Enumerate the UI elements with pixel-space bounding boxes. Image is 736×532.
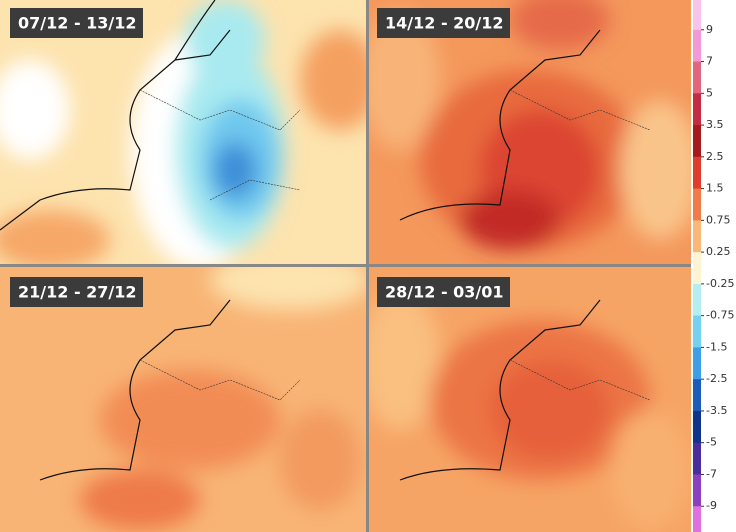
panel-label: 21/12 - 27/12 — [18, 283, 137, 302]
colorbar-band — [693, 61, 701, 94]
colorbar-band — [693, 252, 701, 285]
colorbar-band — [693, 410, 701, 444]
map-panel — [369, 0, 691, 264]
panel-label: 07/12 - 13/12 — [18, 14, 137, 33]
colorbar-label: -0.25 — [706, 277, 734, 290]
panel-label: 14/12 - 20/12 — [385, 14, 504, 33]
colorbar-band — [693, 506, 701, 532]
panel-label-box: 14/12 - 20/12 — [377, 8, 510, 38]
colorbar-label: 9 — [706, 23, 713, 36]
colorbar-band — [693, 474, 701, 507]
panel-label-box: 28/12 - 03/01 — [377, 277, 510, 307]
colorbar-band — [693, 0, 701, 31]
colorbar-band — [693, 442, 701, 475]
colorbar-label: 7 — [706, 55, 713, 68]
panel-label-box: 21/12 - 27/12 — [10, 277, 143, 307]
colorbar-label: -5 — [706, 436, 717, 449]
colorbar-label: -9 — [706, 499, 717, 512]
colorbar-label: -2.5 — [706, 372, 727, 385]
colorbar-label: 1.5 — [706, 182, 724, 195]
colorbar-band — [693, 188, 701, 221]
colorbar-band — [693, 125, 701, 158]
colorbar-band — [693, 156, 701, 190]
colorbar: 9 7 5 3.5 2.5 1.5 0.75 0.25 -0.25 -0.75 -1.5 -2.5 -3… — [693, 0, 734, 532]
colorbar-label: 3.5 — [706, 118, 724, 131]
colorbar-label: 0.25 — [706, 245, 731, 258]
colorbar-label: 2.5 — [706, 150, 724, 163]
colorbar-band — [693, 29, 701, 63]
colorbar-label: -1.5 — [706, 340, 727, 353]
colorbar-label: 0.75 — [706, 213, 731, 226]
colorbar-band — [693, 283, 701, 317]
colorbar-band — [693, 347, 701, 380]
colorbar-label: -0.75 — [706, 309, 734, 322]
map-panel — [369, 267, 691, 532]
colorbar-label: -3.5 — [706, 404, 727, 417]
colorbar-band — [693, 220, 701, 253]
colorbar-band — [693, 379, 701, 412]
colorbar-label: 5 — [706, 86, 713, 99]
colorbar-label: -7 — [706, 467, 717, 480]
map-panel — [0, 0, 366, 264]
map-panel — [0, 267, 366, 532]
colorbar-band — [693, 93, 701, 126]
panel-label: 28/12 - 03/01 — [385, 283, 504, 302]
colorbar-band — [693, 315, 701, 348]
panel-label-box: 07/12 - 13/12 — [10, 8, 143, 38]
